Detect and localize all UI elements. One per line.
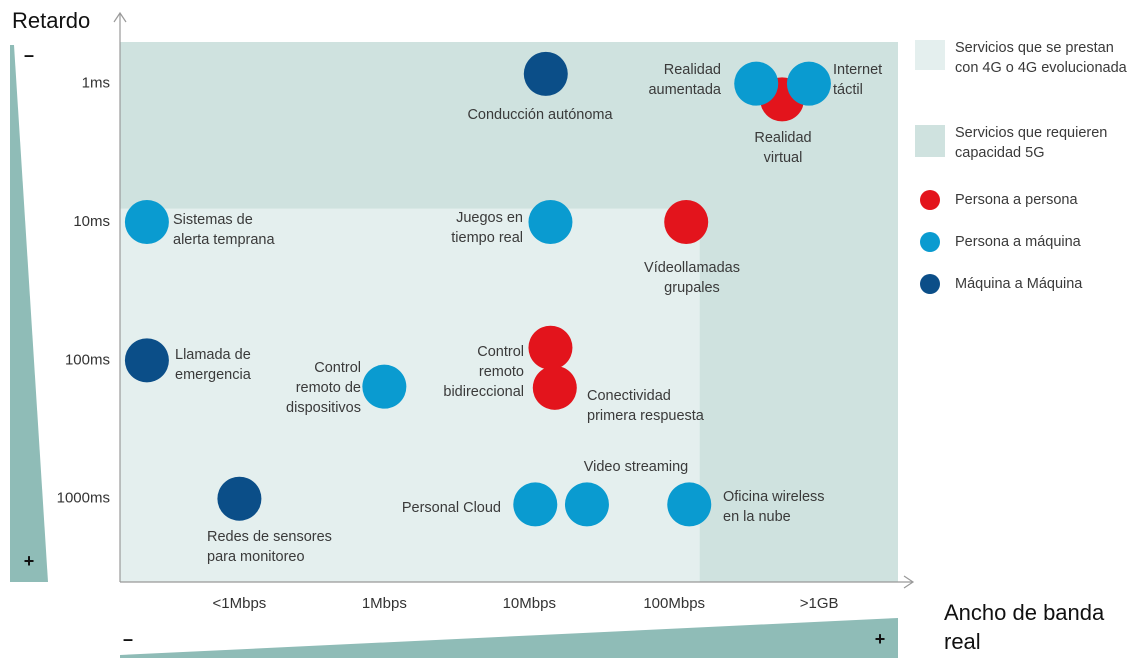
legend-marker (920, 190, 940, 210)
y-tick-label: 1ms (82, 75, 110, 92)
y-tick-label: 1000ms (57, 490, 110, 507)
x-tick-label: <1Mbps (213, 595, 267, 612)
point-label: Personal Cloud (401, 500, 501, 516)
point-label: Internet táctil (833, 62, 883, 98)
y-plus: + (24, 551, 35, 571)
bubble (528, 325, 573, 370)
legend-label: Persona a persona (955, 192, 1078, 208)
region-5g-right (699, 42, 898, 582)
point-label: Video streaming (583, 459, 689, 475)
x-axis-title: Ancho de banda real (944, 600, 1105, 654)
plot-area (120, 42, 898, 582)
point-label: Conectividad primera respuesta (587, 388, 704, 424)
point-label: Realidad aumentada (648, 62, 721, 98)
x-arrow (903, 575, 915, 589)
legend-label: Servicios que se prestan con 4G o 4G evo… (955, 40, 1127, 76)
point-label: Oficina wireless en la nube (723, 489, 825, 525)
bubble (786, 61, 831, 106)
point-label: Control remoto bidireccional (443, 344, 524, 400)
legend-marker (920, 232, 940, 252)
legend-label: Servicios que requieren capacidad 5G (955, 125, 1108, 161)
y-tick-label: 10ms (73, 213, 110, 230)
bubble (664, 200, 709, 244)
y-wedge (10, 45, 48, 582)
y-minus: – (24, 45, 34, 65)
point-label: Llamada de emergencia (175, 347, 251, 383)
legend-label: Persona a máquina (955, 234, 1081, 250)
bubble (124, 200, 169, 244)
bubble (124, 338, 169, 383)
bubble (523, 51, 568, 96)
legend-swatch (915, 125, 945, 157)
bubble (513, 482, 558, 527)
bubble (667, 482, 712, 527)
point-label: Sistemas de alerta temprana (173, 212, 275, 248)
x-tick-label: >1GB (800, 595, 839, 612)
point-label: Conducción autónoma (467, 107, 613, 123)
x-tick-label: 1Mbps (362, 595, 407, 612)
y-arrow (113, 11, 127, 23)
point-label: Realidad virtual (754, 130, 812, 166)
point-label: Redes de sensores para monitoreo (207, 529, 332, 565)
legend-marker (920, 274, 940, 294)
legend-swatch (915, 40, 945, 70)
bubble (734, 61, 779, 106)
x-tick-label: 10Mbps (503, 595, 556, 612)
y-tick-label: 100ms (65, 351, 110, 368)
x-wedge (120, 618, 898, 658)
point-label: Juegos en tiempo real (451, 210, 523, 246)
x-minus: – (123, 629, 133, 649)
point-label: Control remoto de dispositivos (286, 360, 361, 416)
x-tick-label: 100Mbps (643, 595, 705, 612)
bubble (528, 200, 573, 244)
point-label: Vídeollamadas grupales (644, 260, 740, 296)
bubble (217, 476, 262, 521)
y-axis-title: Retardo (12, 8, 90, 33)
bubble (362, 364, 407, 409)
bubble (564, 482, 609, 527)
bubble (532, 365, 577, 410)
legend-label: Máquina a Máquina (955, 276, 1083, 292)
x-plus: + (875, 629, 886, 649)
